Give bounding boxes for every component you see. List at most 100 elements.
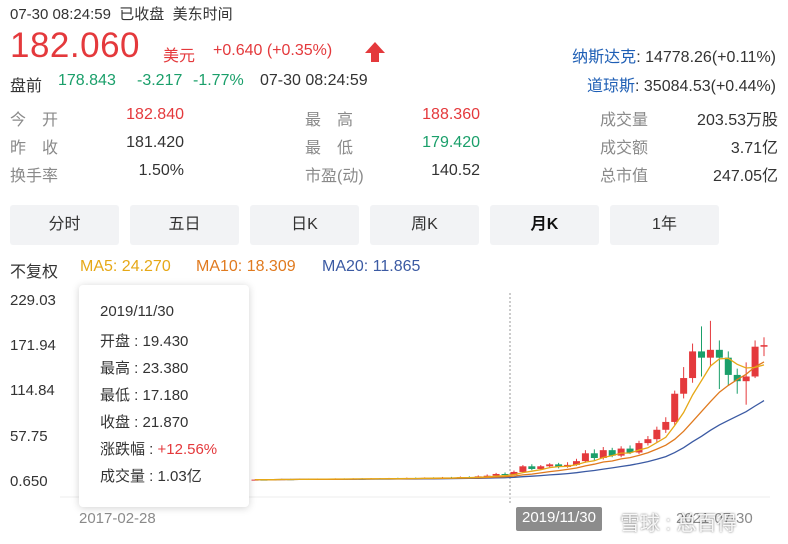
candle-body — [581, 453, 589, 462]
tab-intraday[interactable]: 分时 — [10, 205, 119, 245]
tooltip-change-label: 涨跌幅 : — [100, 441, 158, 458]
candle — [555, 462, 563, 469]
index-value: 35084.53(+0.44%) — [643, 78, 776, 95]
stats-row: 今 开 182.840 最 高 188.360 成交量 203.53万股 — [10, 106, 778, 130]
candle — [760, 337, 768, 357]
stat-label: 市盈(动) — [305, 168, 364, 185]
ma10-legend: MA10: 18.309 — [196, 258, 296, 275]
candle-body — [626, 448, 634, 453]
candle — [617, 446, 625, 458]
stat-value: 140.52 — [431, 162, 480, 179]
market-status: 已收盘 — [119, 6, 165, 23]
tab-weekly-k[interactable]: 周K — [370, 205, 479, 245]
tooltip-low: 最低 : 17.180 — [100, 387, 189, 404]
tooltip-change: 涨跌幅 : +12.56% — [100, 438, 249, 465]
quote-timestamp-line: 07-30 08:24:59 已收盘 美东时间 — [10, 3, 233, 24]
candle — [653, 426, 661, 443]
price-change-percent: (+0.35%) — [266, 42, 333, 59]
candle — [590, 449, 598, 461]
stat-value: 3.71亿 — [730, 140, 778, 157]
candle — [724, 351, 732, 386]
stats-row: 昨 收 181.420 最 低 179.420 成交额 3.71亿 — [10, 134, 778, 158]
tab-monthly-k[interactable]: 月K — [490, 205, 599, 245]
candle-body — [492, 473, 500, 476]
tooltip-close: 收盘 : 21.870 — [100, 414, 189, 431]
candle-body — [519, 466, 527, 472]
tab-daily-k[interactable]: 日K — [250, 205, 359, 245]
currency-label: 美元 — [163, 48, 196, 65]
premarket-time: 07-30 08:24:59 — [260, 72, 368, 89]
tooltip-high: 最高 : 23.380 — [100, 360, 189, 377]
y-tick-label: 229.03 — [10, 292, 56, 309]
candle — [644, 436, 652, 446]
stat-label: 昨 收 — [10, 140, 59, 157]
x-axis-label-start: 2017-02-28 — [79, 510, 156, 527]
stat-label: 成交量 — [600, 112, 649, 129]
candle — [751, 340, 759, 379]
stat-label: 换手率 — [10, 168, 59, 185]
candle-body — [483, 475, 491, 477]
index-name[interactable]: 纳斯达克 — [572, 49, 637, 66]
y-tick-label: 171.94 — [10, 337, 56, 354]
candle — [698, 326, 705, 377]
candle-body — [599, 450, 607, 458]
stat-label: 今 开 — [10, 112, 59, 129]
candle — [689, 343, 697, 383]
stat-value: 182.840 — [126, 106, 184, 123]
crosshair-date-label: 2019/11/30 — [516, 507, 602, 531]
candle — [528, 464, 536, 471]
candle — [733, 368, 741, 394]
index-nasdaq[interactable]: 纳斯达克: 14778.26(+0.11%) — [572, 49, 776, 66]
candle-body — [546, 464, 554, 467]
candle — [706, 320, 714, 368]
kline-chart[interactable]: 229.03 171.94 114.84 57.75 0.650 — [0, 285, 788, 544]
ma5-legend: MA5: 24.270 — [80, 258, 171, 275]
stat-value: 188.360 — [422, 106, 480, 123]
premarket-price: 178.843 — [58, 72, 116, 89]
tooltip-open: 开盘 : 19.430 — [100, 333, 189, 350]
index-name[interactable]: 道琼斯 — [586, 78, 635, 95]
stat-value: 1.50% — [138, 162, 184, 179]
candle-body — [751, 346, 759, 377]
x-axis-label-end: 2021-07-30 — [676, 510, 753, 527]
candle-body — [742, 376, 750, 382]
candle-body — [617, 448, 625, 456]
chart-period-tabs: 分时 五日 日K 周K 月K 1年 — [10, 205, 778, 245]
stat-label: 最 低 — [305, 140, 354, 157]
stat-value: 203.53万股 — [697, 112, 778, 129]
y-tick-label: 114.84 — [10, 382, 55, 399]
tooltip-volume: 成交量 : 1.03亿 — [100, 468, 202, 485]
candle-body — [537, 466, 545, 469]
candle-body — [653, 429, 661, 440]
index-value: 14778.26(+0.11%) — [645, 49, 776, 66]
candle — [662, 417, 670, 433]
tooltip-date: 2019/11/30 — [100, 303, 174, 320]
candle-body — [510, 471, 518, 475]
candle-body — [715, 349, 723, 358]
price-change: +0.640 (+0.35%) — [213, 42, 332, 60]
ma20-line — [254, 400, 765, 481]
ma20-legend: MA20: 11.865 — [322, 258, 421, 275]
tab-one-year[interactable]: 1年 — [610, 205, 719, 245]
candle-body — [635, 443, 643, 453]
stat-label: 最 高 — [305, 112, 354, 129]
kline-chart-svg[interactable] — [0, 285, 788, 544]
candle-body — [733, 374, 741, 382]
candle-body — [590, 453, 598, 458]
stat-label: 成交额 — [600, 140, 649, 157]
tooltip-change-value: +12.56% — [157, 441, 218, 458]
tab-five-day[interactable]: 五日 — [130, 205, 239, 245]
current-price: 182.060 — [10, 26, 141, 65]
premarket-label: 盘前 — [10, 78, 43, 95]
price-adjust-toggle[interactable]: 不复权 — [10, 264, 59, 281]
candle — [671, 390, 679, 426]
stat-value: 181.420 — [126, 134, 184, 151]
candle-body — [689, 351, 697, 379]
candle-body — [644, 439, 652, 444]
candle-body — [680, 378, 688, 394]
stats-row: 换手率 1.50% 市盈(动) 140.52 总市值 247.05亿 — [10, 162, 778, 186]
candle — [742, 362, 750, 405]
index-dow-jones[interactable]: 道琼斯: 35084.53(+0.44%) — [586, 78, 776, 95]
stat-label: 总市值 — [600, 168, 649, 185]
candle — [581, 450, 589, 463]
